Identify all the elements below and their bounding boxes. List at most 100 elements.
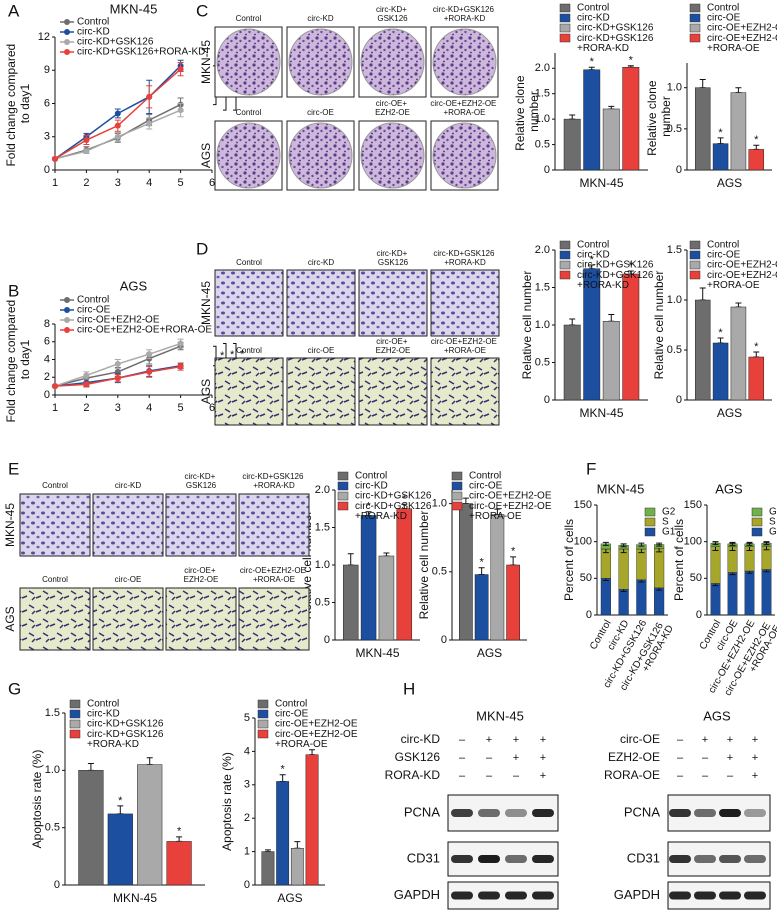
legend-marker [64,29,70,35]
panel-letter: C [196,1,208,20]
significance-label: * [754,134,759,146]
bar [694,87,711,171]
legend-label: circ-OE [707,13,741,24]
error-bar [638,542,645,547]
data-point [177,363,184,370]
legend-label: Control [77,17,109,28]
legend-swatch [751,517,763,527]
error-bar [620,543,627,548]
row-label: MKN-45 [199,40,213,84]
blot-band [505,891,527,900]
legend-label: S [662,517,669,528]
y-tick-label: 4 [244,745,250,757]
y-tick-label: 0.5 [535,356,550,368]
blot-band [505,809,527,817]
condition-sign: + [540,734,546,746]
y-tick-label: 0 [676,164,682,176]
data-point [146,368,153,375]
protein-label: CD31 [407,850,440,865]
error-bar [117,805,124,815]
chart-title: AGS [715,481,743,496]
bar [563,118,581,171]
legend-label: Control [707,3,739,14]
error-bar [735,87,742,94]
condition-sign: – [677,752,684,764]
protein-label: PCNA [624,804,660,819]
y-axis-label: Apoptosis rate (%) [220,752,234,851]
legend-label: circ-OE+EZH2-OE [707,23,777,34]
error-bar [608,314,615,322]
legend-label: circ-OE [469,481,503,492]
condition-sign: + [727,752,733,764]
y-tick-label: 1.0 [667,294,682,306]
bar [602,108,620,171]
bar [490,514,505,641]
row-label: AGS [3,606,17,631]
condition-sign: – [702,770,709,782]
legend-swatch [337,471,349,481]
legend-label: circ-KD [87,709,120,720]
column-label: circ-KD+GSK126 +RORA-KD [433,5,496,23]
bar [396,508,413,641]
condition-label: RORA-OE [604,768,660,782]
blot-band [451,891,473,900]
chart-title: MKN-45 [597,481,645,496]
legend-label: G1 [662,527,676,538]
x-tick-label: 3 [115,402,121,414]
y-tick-label: 0 [244,879,250,891]
blot-band [532,891,554,900]
column-label: Control [236,346,262,355]
micrograph [358,269,428,337]
legend-label: circ-KD+GSK126 +RORA-KD [577,270,656,291]
legend-swatch [559,270,571,280]
y-tick-label: 2.0 [535,62,550,74]
significance-label: * [479,557,484,569]
micrograph [214,357,284,426]
legend-label: G2 [662,507,676,518]
condition-sign: + [702,734,708,746]
legend-label: circ-KD [77,27,110,38]
legend-swatch [689,23,701,33]
bar [137,764,163,886]
legend-label: circ-KD+GSK126 +RORA-KD [355,501,434,522]
column-label: circ-KD [307,14,333,23]
error-bar [510,556,517,566]
protein-label: GAPDH [614,887,660,902]
bar-segment [636,548,647,580]
significance-label: * [718,127,723,139]
y-axis-label: Relative cell number [417,511,431,620]
panel-letter: F [586,459,596,478]
y-tick-label: 1.5 [535,88,550,100]
legend-swatch [689,250,701,260]
y-tick-label: 0.5 [315,596,330,608]
blot-title: AGS [703,708,731,723]
condition-label: circ-OE [620,732,660,746]
legend-swatch [257,719,269,729]
x-tick-label: 6 [209,177,215,189]
row-label: MKN-45 [199,281,213,325]
bar-segment [654,548,665,589]
legend-label: circ-OE+EZH2-OE +RORA-OE [707,33,777,54]
column-label: circ-KD [115,481,141,490]
legend-label: circ-OE+EZH2-OE+RORA-OE [77,325,212,336]
legend-label: circ-KD [577,13,610,24]
plate-image [432,122,497,189]
column-label: circ-OE+ EZH2-OE [184,566,219,584]
y-axis-label: Percent of cells [672,519,686,601]
legend-marker [64,19,70,25]
legend-swatch [451,501,463,511]
blot-band [694,809,716,817]
condition-sign: + [727,734,733,746]
legend-label: circ-OE [77,305,111,316]
legend-swatch [689,33,701,43]
blot-band [451,809,473,817]
bar [563,324,581,401]
bar-segment [600,548,611,579]
bar-segment [654,587,665,616]
plate-image [288,122,353,189]
bar-segment [744,570,755,616]
y-tick-label: 1.0 [535,113,550,125]
legend-swatch [451,481,463,491]
column-label: circ-OE [115,575,142,584]
bar [602,321,620,401]
